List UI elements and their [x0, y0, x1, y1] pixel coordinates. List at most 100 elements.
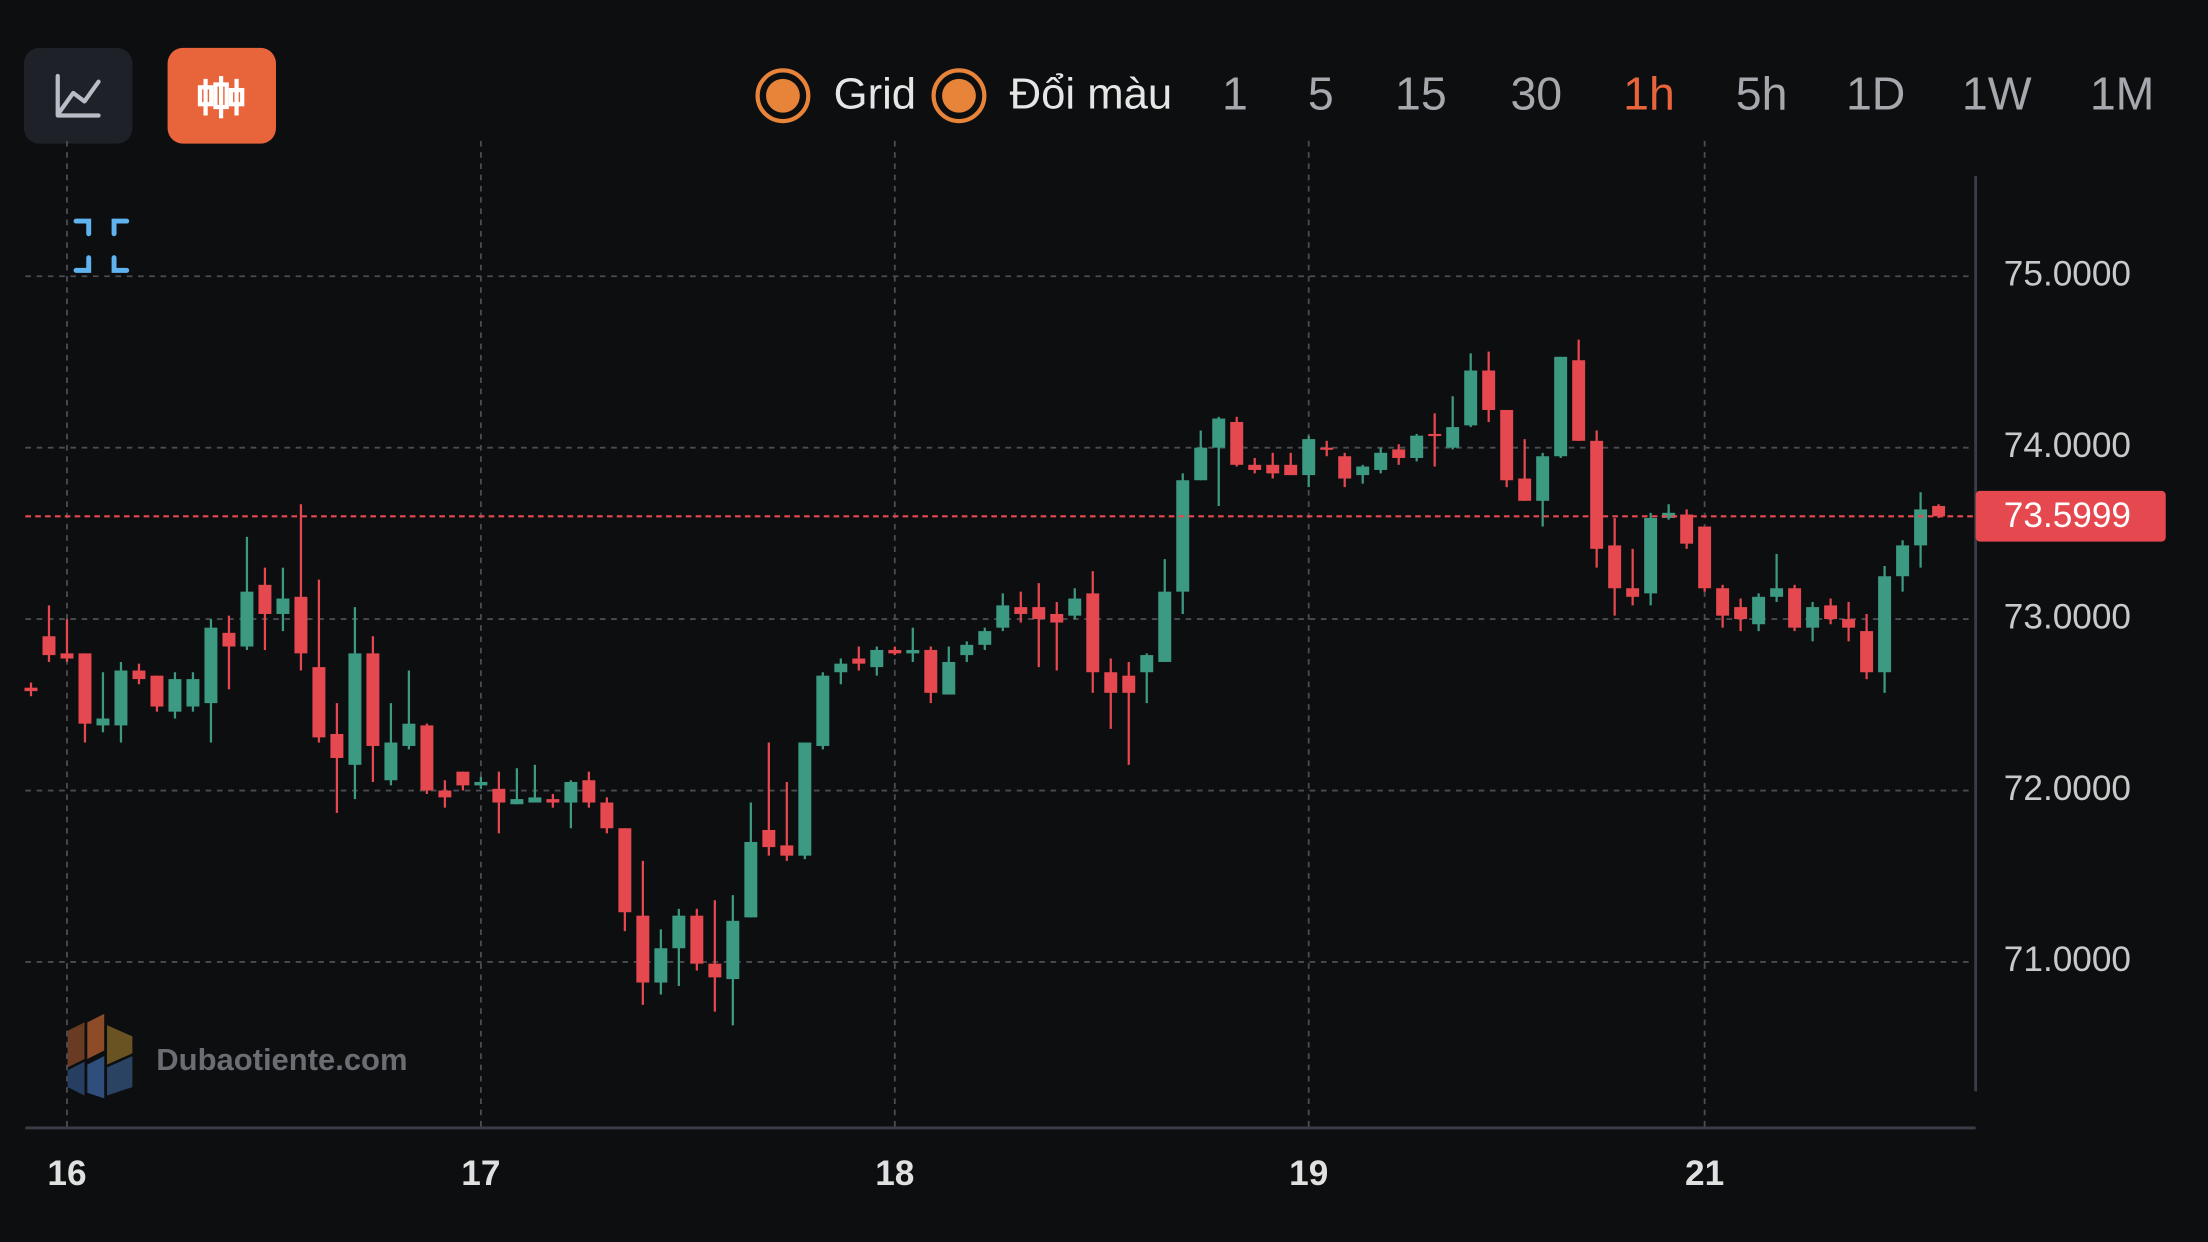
- candlestick-button[interactable]: [167, 47, 276, 144]
- toggle-dot: [942, 78, 976, 113]
- candle-body: [60, 653, 74, 659]
- candle-body: [204, 627, 218, 704]
- candle-body: [1878, 576, 1892, 673]
- candle-body: [1464, 370, 1478, 426]
- y-tick-label: 72.0000: [2004, 769, 2131, 808]
- candle-body: [1086, 593, 1100, 673]
- candle-body: [186, 679, 200, 707]
- toggle[interactable]: Đổi màu: [931, 68, 1173, 124]
- candle-body: [114, 670, 128, 726]
- candle-body: [582, 780, 596, 803]
- candle-body: [1446, 427, 1460, 448]
- candle-body: [258, 584, 272, 614]
- toggle[interactable]: Grid: [755, 68, 916, 124]
- candle-body: [1518, 478, 1532, 501]
- candle-body: [1248, 464, 1262, 470]
- y-tick-label: 75.0000: [2004, 255, 2131, 294]
- candle-body: [1230, 421, 1244, 465]
- candle-body: [690, 915, 704, 964]
- candle-body: [438, 790, 452, 798]
- candle-body: [1068, 598, 1082, 616]
- x-tick-label: 18: [875, 1154, 914, 1193]
- toggle-dot: [766, 78, 800, 113]
- candle-body: [1536, 456, 1550, 501]
- collapse-icon[interactable]: [73, 218, 130, 273]
- candle-body: [24, 687, 38, 692]
- candle-body: [1752, 596, 1766, 625]
- watermark: Dubaotiente.com: [67, 1013, 408, 1099]
- candle-body: [1050, 613, 1064, 623]
- candle-body: [384, 742, 398, 781]
- interval-button[interactable]: 5h: [1736, 67, 1788, 119]
- candle-body: [546, 799, 560, 803]
- candle-body: [1896, 545, 1910, 577]
- interval-button[interactable]: 5: [1308, 67, 1334, 119]
- candle-body: [1842, 619, 1856, 628]
- interval-button[interactable]: 30: [1510, 67, 1562, 119]
- candle-body: [726, 920, 740, 980]
- line-chart-button[interactable]: [23, 47, 133, 144]
- candle-body: [1194, 447, 1208, 481]
- candle-body: [1626, 588, 1640, 597]
- candle-body: [1914, 509, 1928, 546]
- candle-body: [906, 649, 920, 654]
- last-price-badge: [1975, 490, 2166, 542]
- x-tick-label: 21: [1685, 1154, 1724, 1193]
- candle-body: [348, 653, 362, 765]
- interval-button[interactable]: 1M: [2090, 67, 2155, 119]
- candle-body: [1374, 452, 1388, 470]
- candle-body: [1428, 433, 1442, 437]
- x-tick-label: 19: [1289, 1154, 1328, 1193]
- candle-body: [330, 733, 344, 758]
- candle-body: [168, 679, 182, 712]
- candle-body: [1770, 588, 1784, 597]
- toggle-ring: [755, 68, 811, 124]
- interval-button[interactable]: 15: [1395, 67, 1447, 119]
- toggle-label: Grid: [834, 70, 916, 119]
- candle-body: [1302, 439, 1316, 476]
- candle-body: [474, 781, 488, 786]
- candle-body: [1140, 655, 1154, 673]
- candle-body: [1356, 466, 1370, 476]
- candle-body: [1482, 370, 1496, 410]
- candle-body: [1554, 356, 1568, 457]
- candle-body: [222, 632, 236, 647]
- candle-body: [942, 661, 956, 695]
- candle-body: [798, 742, 812, 856]
- candle-body: [1032, 607, 1046, 620]
- candle-body: [654, 948, 668, 983]
- candle-body: [1158, 591, 1172, 662]
- candle-body: [42, 636, 56, 656]
- candle-body: [240, 591, 254, 647]
- x-tick-label: 16: [47, 1154, 86, 1193]
- candle-body: [1320, 447, 1334, 450]
- candle-body: [510, 799, 524, 805]
- candle-body: [294, 596, 308, 654]
- candle-body: [366, 653, 380, 746]
- interval-button[interactable]: 1: [1222, 67, 1248, 119]
- candle-body: [1806, 607, 1820, 628]
- interval-button[interactable]: 1h: [1623, 67, 1675, 119]
- candle-body: [834, 663, 848, 673]
- candle-body: [1338, 456, 1352, 479]
- interval-button[interactable]: 1W: [1962, 67, 2032, 119]
- candle-body: [780, 845, 794, 856]
- candle-body: [1392, 449, 1406, 458]
- candle-body: [960, 644, 974, 656]
- last-price-label: 73.5999: [2004, 496, 2131, 535]
- interval-button[interactable]: 1D: [1846, 67, 1905, 119]
- candle-body: [1662, 512, 1676, 518]
- candle-body: [564, 781, 578, 803]
- candle-body: [1410, 435, 1424, 458]
- candle-body: [1788, 588, 1802, 628]
- candle-body: [132, 670, 146, 680]
- candle-body: [888, 649, 902, 654]
- candle-body: [456, 771, 470, 786]
- candle-body: [1608, 545, 1622, 589]
- candle-body: [420, 725, 434, 791]
- candle-body: [1716, 588, 1730, 616]
- candle-body: [852, 658, 866, 664]
